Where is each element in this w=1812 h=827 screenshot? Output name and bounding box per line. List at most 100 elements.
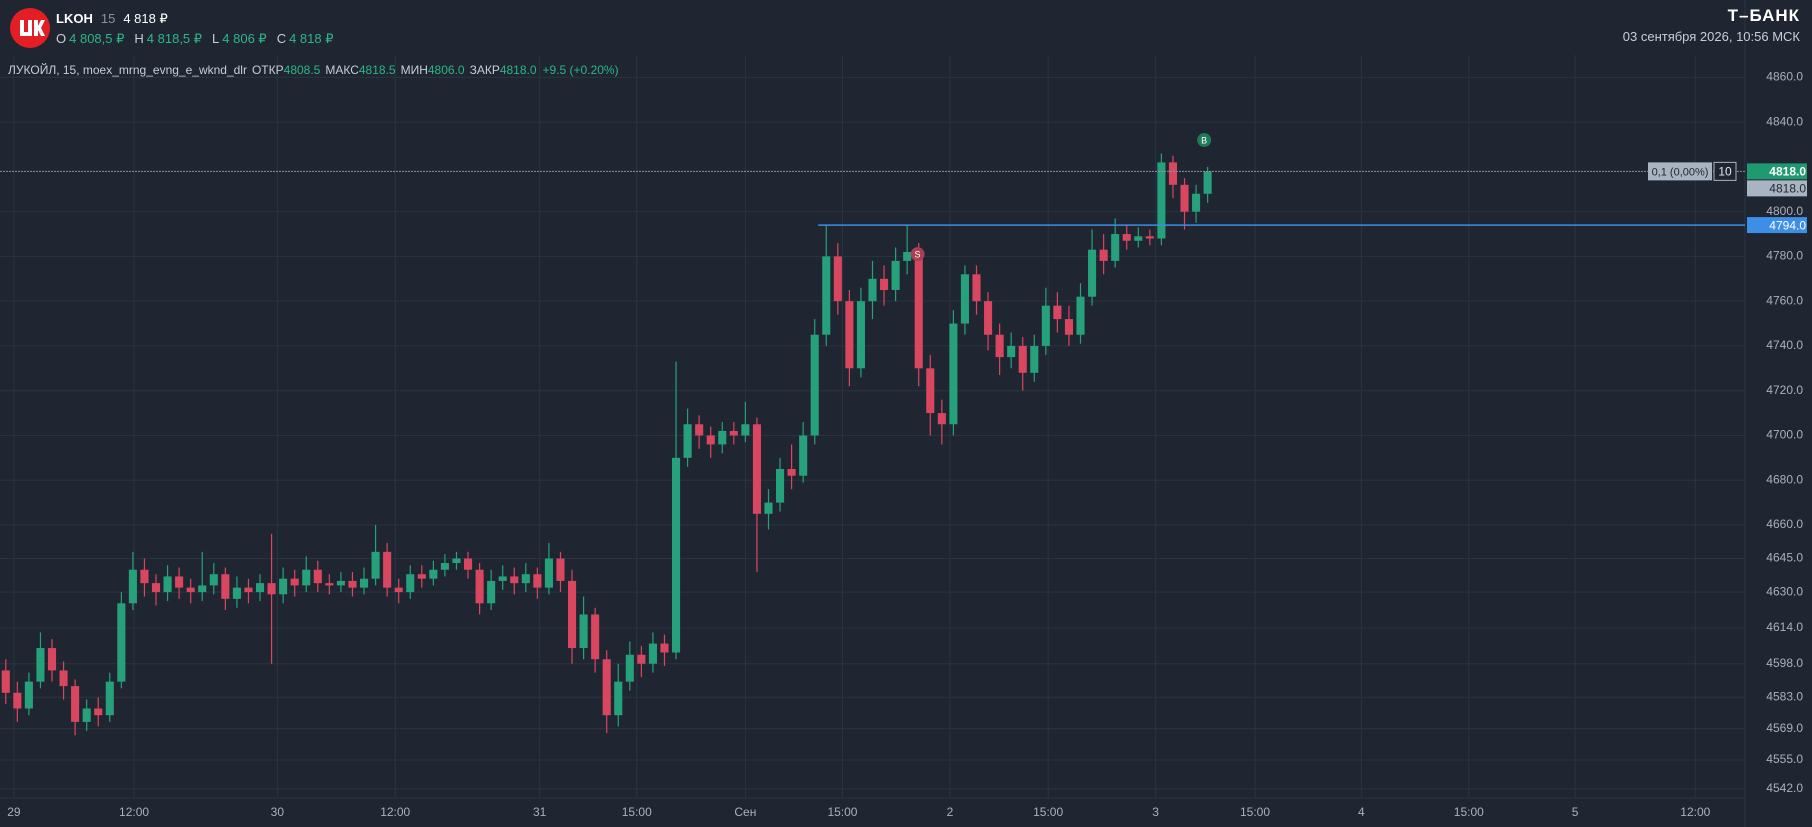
candle-body	[406, 574, 415, 593]
last-price-tag	[1747, 163, 1807, 180]
candle-body	[1157, 162, 1166, 239]
candle-body	[313, 569, 322, 584]
order-tag	[1747, 217, 1807, 234]
legend-key: МИН	[400, 63, 428, 77]
y-tick-label: 4660.0	[1766, 517, 1803, 531]
candle-body	[359, 578, 369, 588]
y-tick-label: 4700.0	[1766, 428, 1803, 442]
position-label: 4818.0	[1769, 182, 1806, 196]
logo	[10, 8, 50, 48]
candle-body	[671, 457, 681, 653]
candle-body	[452, 558, 461, 564]
candle-body	[880, 278, 889, 290]
x-tick-label: 30	[271, 805, 285, 819]
x-tick-label: 29	[7, 805, 21, 819]
candle-body	[729, 430, 738, 436]
x-tick-label: 31	[533, 805, 547, 819]
last-price-label: 4818.0	[1769, 165, 1806, 179]
candle-body	[82, 708, 91, 722]
candle-body	[822, 256, 831, 335]
candle-body	[787, 469, 796, 476]
candle-body	[348, 580, 357, 588]
legend-value: 4818.0	[499, 63, 537, 77]
candle-body	[475, 569, 484, 604]
candle-body	[128, 569, 137, 604]
ohlc-key: O	[56, 31, 67, 46]
candle-body	[903, 251, 912, 261]
candle-body	[544, 558, 553, 588]
legend-value: 4808.5	[283, 63, 321, 77]
x-tick-label: 12:00	[380, 805, 410, 819]
x-tick-label: 15:00	[622, 805, 652, 819]
trade-marker-label: B	[1201, 135, 1207, 145]
ticker: LKOH	[56, 11, 93, 26]
y-tick-label: 4860.0	[1766, 70, 1803, 84]
candle-body	[648, 643, 657, 664]
position-qty: 10	[1718, 165, 1732, 179]
candle-body	[683, 424, 692, 458]
candle-body	[47, 648, 57, 671]
position-qty-box	[1713, 161, 1737, 181]
trade-marker	[910, 247, 925, 262]
candle-body	[1168, 162, 1178, 185]
candle-body	[175, 576, 184, 588]
candle-body	[163, 576, 172, 593]
candle-body	[937, 413, 946, 425]
y-tick-label: 4800.0	[1766, 204, 1803, 218]
candle-body	[1203, 171, 1212, 194]
x-tick-label: 4	[1358, 805, 1365, 819]
candle-body	[625, 654, 634, 682]
legend: ЛУКОЙЛ, 15, moex_mrng_evng_e_wknd_dlr ОТК…	[8, 63, 619, 77]
y-tick-label: 4680.0	[1766, 472, 1803, 486]
candle-body	[868, 278, 877, 302]
candle-body	[533, 574, 542, 588]
ohlc-value: 4 808,5 ₽	[69, 31, 125, 46]
candle-body	[579, 614, 588, 649]
candle-body	[856, 301, 865, 369]
candle-body	[394, 587, 403, 593]
candle-body	[833, 256, 842, 302]
candle-body	[1053, 305, 1062, 320]
candle-body	[660, 643, 669, 653]
candle-body	[244, 587, 253, 593]
candle-body	[510, 576, 519, 584]
candle-body	[13, 692, 22, 709]
legend-value: 4818.5	[358, 63, 396, 77]
candle-body	[1018, 345, 1027, 373]
y-tick-label: 4645.0	[1766, 551, 1803, 565]
candle-body	[232, 587, 241, 599]
candle-body	[117, 603, 126, 682]
candle-body	[498, 576, 507, 581]
x-tick-label: 15:00	[1033, 805, 1063, 819]
position-pnl-box	[1648, 162, 1712, 181]
y-tick-label: 4583.0	[1766, 689, 1803, 703]
candle-body	[267, 583, 276, 595]
y-tick-label: 4569.0	[1766, 721, 1803, 735]
x-tick-label: 12:00	[1680, 805, 1710, 819]
candle-body	[995, 334, 1004, 358]
candle-body	[972, 274, 981, 302]
x-tick-label: 2	[947, 805, 954, 819]
candle-body	[1111, 234, 1120, 261]
y-tick-label: 4542.0	[1766, 781, 1803, 795]
x-tick-label: 12:00	[119, 805, 149, 819]
candle-body	[1180, 184, 1189, 212]
candle-body	[891, 260, 900, 290]
legend-key: ОТКР	[251, 63, 284, 77]
candle-body	[776, 469, 785, 503]
candle-body	[960, 274, 969, 324]
x-tick-label: 15:00	[1240, 805, 1270, 819]
candle-body	[140, 569, 149, 584]
candle-body	[383, 551, 392, 588]
candle-body	[706, 435, 715, 445]
legend-key: ЗАКР	[469, 63, 500, 77]
candle-body	[567, 580, 577, 649]
x-tick-label: 3	[1152, 805, 1159, 819]
candle-body	[36, 648, 45, 682]
y-tick-label: 4598.0	[1766, 656, 1803, 670]
position-pnl: 0,1 (0,00%)	[1652, 166, 1709, 178]
candle-body	[209, 574, 218, 586]
